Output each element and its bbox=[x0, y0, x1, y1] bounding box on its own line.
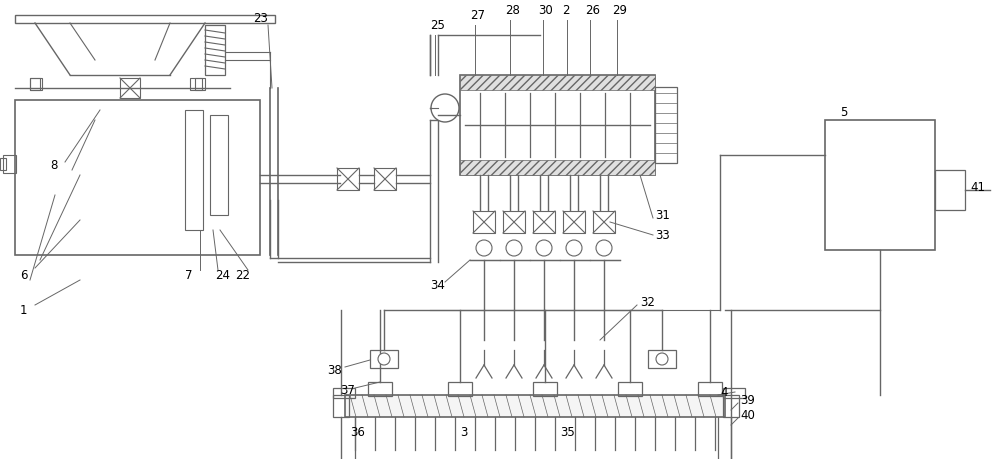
Text: 4: 4 bbox=[720, 386, 728, 398]
Bar bbox=[368, 382, 392, 396]
Text: 37: 37 bbox=[340, 384, 355, 397]
Circle shape bbox=[378, 353, 390, 365]
Bar bbox=[618, 382, 642, 396]
Bar bbox=[825, 120, 935, 250]
Circle shape bbox=[596, 240, 612, 256]
Bar bbox=[370, 350, 398, 368]
Bar bbox=[698, 382, 722, 396]
Circle shape bbox=[536, 240, 552, 256]
Bar bbox=[723, 388, 745, 398]
Text: 33: 33 bbox=[655, 229, 670, 241]
Text: 29: 29 bbox=[612, 4, 627, 17]
Bar bbox=[648, 350, 676, 368]
Bar bbox=[0, 158, 6, 170]
Bar bbox=[460, 75, 655, 175]
Text: 2: 2 bbox=[562, 4, 570, 17]
Bar bbox=[30, 78, 40, 90]
Text: 5: 5 bbox=[840, 106, 847, 118]
Bar bbox=[15, 15, 275, 23]
Bar bbox=[935, 170, 965, 210]
Circle shape bbox=[656, 353, 668, 365]
Bar bbox=[333, 395, 349, 417]
Text: 36: 36 bbox=[350, 425, 365, 438]
Bar bbox=[533, 382, 557, 396]
Bar bbox=[210, 115, 228, 215]
Text: 27: 27 bbox=[470, 9, 485, 22]
Bar bbox=[30, 78, 42, 90]
Circle shape bbox=[566, 240, 582, 256]
Text: 32: 32 bbox=[640, 296, 655, 308]
Bar bbox=[723, 395, 739, 417]
Bar bbox=[205, 25, 225, 75]
Bar bbox=[185, 110, 203, 230]
Bar bbox=[460, 75, 655, 90]
Text: 35: 35 bbox=[560, 425, 575, 438]
Bar bbox=[655, 87, 677, 163]
Circle shape bbox=[506, 240, 522, 256]
Circle shape bbox=[431, 94, 459, 122]
Bar bbox=[333, 388, 355, 398]
Text: 22: 22 bbox=[235, 269, 250, 281]
Text: 6: 6 bbox=[20, 269, 28, 281]
Text: 24: 24 bbox=[215, 269, 230, 281]
Circle shape bbox=[476, 240, 492, 256]
Bar bbox=[190, 78, 202, 90]
Text: 1: 1 bbox=[20, 303, 28, 317]
Text: 26: 26 bbox=[585, 4, 600, 17]
Text: 8: 8 bbox=[50, 158, 57, 172]
Text: 40: 40 bbox=[740, 409, 755, 421]
Text: 28: 28 bbox=[505, 4, 520, 17]
Bar bbox=[503, 211, 525, 233]
Bar bbox=[3, 155, 16, 173]
Bar bbox=[120, 78, 140, 98]
Text: 25: 25 bbox=[430, 18, 445, 32]
Text: 30: 30 bbox=[538, 4, 553, 17]
Text: 31: 31 bbox=[655, 208, 670, 222]
Bar bbox=[533, 211, 555, 233]
Text: 23: 23 bbox=[253, 11, 268, 24]
Bar bbox=[374, 168, 396, 190]
Text: 34: 34 bbox=[430, 279, 445, 291]
Text: 3: 3 bbox=[460, 425, 467, 438]
Text: 38: 38 bbox=[327, 364, 342, 376]
Text: 7: 7 bbox=[185, 269, 193, 281]
Bar bbox=[337, 168, 359, 190]
Text: 39: 39 bbox=[740, 393, 755, 407]
Bar bbox=[195, 78, 205, 90]
Bar bbox=[473, 211, 495, 233]
Bar bbox=[345, 395, 725, 417]
Bar bbox=[15, 100, 260, 255]
Bar bbox=[448, 382, 472, 396]
Bar bbox=[460, 160, 655, 175]
Text: 41: 41 bbox=[970, 180, 985, 194]
Bar bbox=[563, 211, 585, 233]
Bar bbox=[593, 211, 615, 233]
